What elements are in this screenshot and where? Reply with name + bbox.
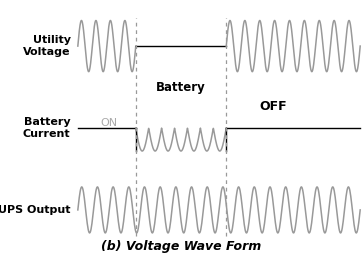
Text: Battery: Battery bbox=[156, 81, 206, 93]
Text: Utility
Voltage: Utility Voltage bbox=[23, 35, 71, 57]
Text: ON: ON bbox=[100, 118, 117, 128]
Text: Battery
Current: Battery Current bbox=[23, 117, 71, 139]
Text: UPS Output: UPS Output bbox=[0, 205, 71, 215]
Text: (b) Voltage Wave Form: (b) Voltage Wave Form bbox=[101, 240, 261, 253]
Text: OFF: OFF bbox=[260, 100, 287, 113]
